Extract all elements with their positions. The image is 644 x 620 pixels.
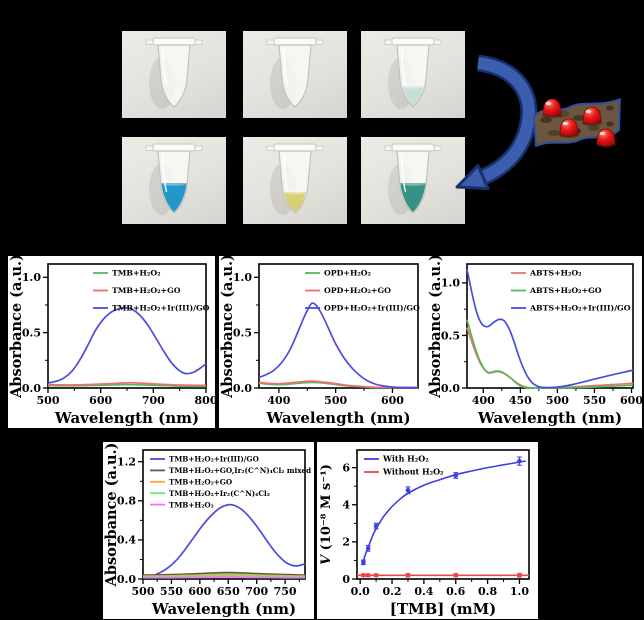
microcentrifuge-tube-icon [384, 143, 442, 215]
svg-text:1.0: 1.0 [233, 271, 252, 284]
tube-abts-before [361, 31, 465, 118]
svg-text:750: 750 [274, 585, 297, 598]
ir-nanoparticle-icon [542, 98, 562, 117]
tube-tmb-oxidized-blue [122, 137, 226, 224]
svg-text:TMB+H₂O₂+Ir₂(C^N)₄Cl₂: TMB+H₂O₂+Ir₂(C^N)₄Cl₂ [169, 489, 270, 498]
microcentrifuge-tube-icon [384, 37, 442, 109]
svg-text:700: 700 [142, 394, 165, 407]
ir-nanoparticle-icon [582, 106, 602, 125]
svg-text:0.0: 0.0 [441, 382, 460, 395]
svg-text:550: 550 [160, 585, 183, 598]
svg-text:OPD+H₂O₂+GO: OPD+H₂O₂+GO [324, 286, 391, 295]
svg-text:Wavelength (nm): Wavelength (nm) [54, 409, 199, 427]
svg-text:1.0: 1.0 [22, 271, 41, 284]
svg-text:650: 650 [217, 585, 240, 598]
svg-text:0.8: 0.8 [117, 495, 136, 508]
svg-text:600: 600 [89, 394, 112, 407]
svg-text:0: 0 [342, 573, 350, 586]
svg-text:V (10⁻⁸ M s⁻¹): V (10⁻⁸ M s⁻¹) [319, 464, 334, 565]
svg-text:ABTS+H₂O₂: ABTS+H₂O₂ [529, 269, 582, 278]
ir-nanoparticles [542, 98, 616, 148]
svg-text:Wavelength (nm): Wavelength (nm) [477, 409, 622, 427]
opd-absorbance-spectrum-chart: 400 500 600 0.0 0.5 1.0 Wavelength (nm) Absorba… [219, 254, 420, 427]
svg-text:TMB+H₂O₂+Ir(III)/GO: TMB+H₂O₂+Ir(III)/GO [169, 455, 259, 464]
svg-text:0.0: 0.0 [351, 585, 370, 598]
svg-text:0.0: 0.0 [233, 382, 252, 395]
chart-panel-kinetics: 0.0 0.2 0.4 0.6 0.8 1.0 0 2 4 6 [TMB] (mM) V (10⁻⁸ … [317, 442, 538, 619]
svg-text:4: 4 [342, 499, 350, 512]
svg-text:ABTS+H₂O₂+GO: ABTS+H₂O₂+GO [529, 286, 602, 295]
tmb-absorbance-spectrum-chart: 500 600 700 800 0.0 0.5 1.0 Wavelength (nm) Abso… [8, 254, 218, 427]
svg-text:OPD+H₂O₂+Ir(III)/GO: OPD+H₂O₂+Ir(III)/GO [324, 304, 420, 313]
microcentrifuge-tube-icon [266, 143, 324, 215]
svg-text:0.5: 0.5 [22, 326, 41, 339]
svg-text:600: 600 [381, 394, 404, 407]
microcentrifuge-tube-icon [266, 37, 324, 109]
svg-text:2: 2 [342, 536, 350, 549]
svg-text:Without H₂O₂: Without H₂O₂ [382, 467, 444, 477]
ir-go-nanosheet-illustration [533, 98, 621, 148]
svg-text:Wavelength (nm): Wavelength (nm) [151, 600, 296, 618]
svg-text:TMB+H₂O₂+GO: TMB+H₂O₂+GO [169, 478, 232, 487]
svg-text:Absorbance (a.u.): Absorbance (a.u.) [103, 443, 120, 588]
svg-text:500: 500 [546, 394, 569, 407]
svg-text:TMB+H₂O₂+GO: TMB+H₂O₂+GO [112, 286, 181, 295]
svg-text:0.5: 0.5 [441, 329, 460, 342]
chart-panel-tmb: 500 600 700 800 0.0 0.5 1.0 Wavelength (nm) Abso… [8, 254, 218, 428]
svg-text:700: 700 [245, 585, 268, 598]
abts-absorbance-spectrum-chart: 400 450 500 550 600 0.0 0.5 1.0 Wavelength (nm) A… [427, 254, 643, 427]
svg-text:TMB+H₂O₂: TMB+H₂O₂ [112, 269, 161, 278]
microcentrifuge-tube-icon [145, 143, 203, 215]
svg-text:[TMB] (mM): [TMB] (mM) [390, 600, 497, 618]
svg-text:800: 800 [195, 394, 215, 407]
curved-arrow-icon [455, 55, 538, 190]
svg-text:1.2: 1.2 [117, 456, 136, 469]
svg-text:Absorbance (a.u.): Absorbance (a.u.) [219, 256, 236, 399]
svg-text:600: 600 [620, 394, 642, 407]
tube-opd-before [243, 31, 347, 118]
svg-text:550: 550 [583, 394, 606, 407]
svg-text:TMB+H₂O₂+Ir(III)/GO: TMB+H₂O₂+Ir(III)/GO [112, 304, 210, 313]
svg-text:TMB+H₂O₂: TMB+H₂O₂ [169, 500, 214, 509]
svg-text:600: 600 [188, 585, 211, 598]
svg-text:Absorbance (a.u.): Absorbance (a.u.) [8, 256, 25, 399]
svg-text:1.0: 1.0 [510, 585, 529, 598]
svg-text:0.0: 0.0 [22, 382, 41, 395]
svg-text:0.8: 0.8 [478, 585, 497, 598]
svg-text:1.0: 1.0 [441, 277, 460, 290]
tmb-control-spectrum-chart: 500 550 600 650 700 750 0.0 0.4 0.8 1.2 Wavelength… [103, 443, 311, 618]
svg-text:0.2: 0.2 [382, 585, 401, 598]
svg-text:0.4: 0.4 [117, 534, 136, 547]
chart-panel-abts: 400 450 500 550 600 0.0 0.5 1.0 Wavelength (nm) A… [427, 254, 643, 428]
ir-nanoparticle-icon [559, 118, 579, 137]
ir-nanoparticle-icon [596, 128, 616, 147]
svg-text:400: 400 [472, 394, 495, 407]
svg-text:400: 400 [267, 394, 290, 407]
svg-text:0.4: 0.4 [414, 585, 433, 598]
microcentrifuge-tube-icon [145, 37, 203, 109]
svg-text:450: 450 [509, 394, 532, 407]
svg-text:0.5: 0.5 [233, 326, 252, 339]
svg-text:6: 6 [342, 461, 350, 474]
svg-text:Absorbance (a.u.): Absorbance (a.u.) [427, 256, 444, 399]
svg-text:OPD+H₂O₂: OPD+H₂O₂ [324, 269, 371, 278]
svg-text:0.0: 0.0 [117, 573, 136, 586]
tube-opd-oxidized-yellow [243, 137, 347, 224]
svg-text:0.6: 0.6 [446, 585, 465, 598]
tube-abts-oxidized-green [361, 137, 465, 224]
chart-panel-tmb-controls: 500 550 600 650 700 750 0.0 0.4 0.8 1.2 Wavelength… [103, 442, 314, 619]
svg-text:500: 500 [132, 585, 155, 598]
svg-text:With H₂O₂: With H₂O₂ [382, 454, 429, 464]
svg-text:500: 500 [37, 394, 60, 407]
tube-tmb-before [122, 31, 226, 118]
svg-text:500: 500 [324, 394, 347, 407]
michaelis-menten-kinetics-chart: 0.0 0.2 0.4 0.6 0.8 1.0 0 2 4 6 [TMB] (mM) V (10⁻⁸ … [319, 449, 530, 618]
chart-panel-opd: 400 500 600 0.0 0.5 1.0 Wavelength (nm) Absorba… [219, 254, 427, 428]
svg-text:Wavelength (nm): Wavelength (nm) [265, 409, 410, 427]
svg-text:ABTS+H₂O₂+Ir(III)/GO: ABTS+H₂O₂+Ir(III)/GO [529, 304, 631, 313]
svg-text:TMB+H₂O₂+GO,Ir₂(C^N)₄Cl₂ mixed: TMB+H₂O₂+GO,Ir₂(C^N)₄Cl₂ mixed [169, 466, 311, 475]
